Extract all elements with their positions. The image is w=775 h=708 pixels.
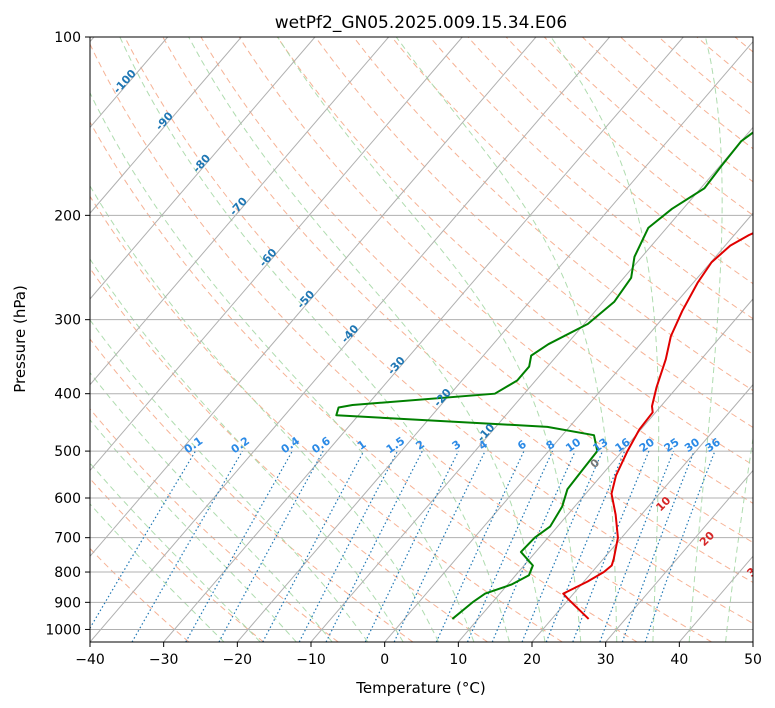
x-tick-label: 0 [380, 652, 389, 668]
dry-adiabat-line [90, 477, 264, 642]
x-tick-label: 10 [449, 652, 467, 668]
moist-adiabat-line [188, 37, 546, 642]
y-tick-label: 1000 [45, 622, 81, 638]
mixing-ratio-line [545, 450, 626, 642]
dry-adiabat-line [429, 37, 753, 320]
dry-adiabat-line [276, 37, 753, 466]
moist-adiabat-line [90, 419, 297, 642]
x-axis-label: Temperature (°C) [355, 679, 485, 697]
y-axis-label: Pressure (hPa) [11, 285, 29, 393]
dry-adiabat-line [620, 37, 753, 150]
y-tick-label: 300 [54, 313, 81, 329]
moist-adiabat-line [90, 462, 261, 642]
x-tick-label: −40 [75, 652, 105, 668]
y-axis: 100 200 300 400 500 600 700 800 900 1000 [45, 30, 90, 638]
grid-lines [90, 37, 753, 642]
dry-adiabat-line [90, 43, 712, 642]
chart-title: wetPf2_GN05.2025.009.15.34.E06 [275, 13, 567, 33]
y-tick-label: 500 [54, 444, 81, 460]
moist-adiabat-line [688, 37, 723, 642]
mixing-ratio-line [572, 450, 650, 642]
moist-adiabat-line [90, 319, 369, 642]
mixing-ratio-line [262, 450, 365, 642]
x-tick-label: 40 [670, 652, 688, 668]
isotherm-line [90, 37, 537, 558]
x-tick-label: 50 [744, 652, 762, 668]
dry-adiabat-line [543, 37, 753, 216]
dry-adiabat-line [582, 37, 753, 183]
plot-frame [89, 36, 754, 643]
mixing-ratio-line [621, 450, 695, 642]
isotherm-line [384, 212, 753, 642]
sounding-series [335, 131, 753, 620]
moist-adiabat-line [90, 258, 404, 642]
dry-adiabat-line [162, 37, 753, 584]
moist-adiabats [90, 37, 753, 642]
mixing-ratio-line [218, 450, 324, 642]
isotherm-line [236, 40, 753, 642]
dry-adiabat-line [90, 195, 563, 642]
isotherm-line [90, 37, 611, 642]
x-tick-label: 30 [597, 652, 615, 668]
mixing-ratio-line [325, 450, 423, 642]
mixing-ratio-line [491, 450, 576, 642]
x-tick-label: −30 [149, 652, 179, 668]
mixing-ratio-lines [90, 450, 716, 642]
y-tick-label: 900 [54, 595, 81, 611]
y-tick-label: 700 [54, 531, 81, 547]
isotherm-line [90, 37, 242, 214]
dry-adiabat-line [200, 37, 753, 544]
mixing-ratio-line [466, 450, 554, 642]
mixing-ratio-line [644, 450, 716, 642]
x-axis: −40 −30 −20 −10 0 10 20 30 40 50 [75, 642, 762, 668]
y-tick-label: 100 [54, 30, 81, 46]
dry-adiabat-line [124, 37, 753, 624]
isotherm-line [163, 37, 684, 642]
y-tick-label: 600 [54, 491, 81, 507]
mixing-ratio-line [185, 450, 293, 642]
isotherm-line [457, 298, 753, 642]
isotherm-line [605, 469, 753, 642]
plot-area: 0.1 0.2 0.4 0.6 1 1.5 2 3 4 6 8 10 13 16 20 25 30 36-100-… [90, 37, 764, 642]
isotherm-line [90, 37, 316, 300]
moist-adiabat-line [90, 91, 475, 642]
y-tick-label: 800 [54, 565, 81, 581]
isotherm-line [90, 37, 463, 472]
isotherm-line [90, 37, 390, 386]
mixing-ratio-line [521, 450, 604, 642]
moist-adiabat-line [119, 37, 510, 642]
moist-adiabat-label: 30 [744, 559, 764, 579]
dry-adiabat-line [353, 37, 753, 392]
moist-adiabat-line [90, 184, 439, 642]
dry-adiabat-line [391, 37, 753, 355]
y-tick-label: 400 [54, 387, 81, 403]
dry-adiabat-line [90, 121, 638, 642]
mixing-ratio-line [599, 450, 675, 642]
x-tick-label: −20 [223, 652, 253, 668]
dewpoint-profile [335, 131, 753, 620]
mixing-ratio-line [364, 450, 460, 642]
temperature-profile [562, 232, 753, 620]
dry-adiabat-line [315, 37, 753, 428]
moist-adiabat-line [550, 37, 660, 642]
moist-adiabat-line [277, 37, 582, 642]
isotherm-line [531, 383, 753, 642]
y-tick-label: 200 [54, 208, 81, 224]
x-tick-label: −10 [296, 652, 326, 668]
moist-adiabat-line [90, 371, 333, 642]
x-tick-label: 20 [523, 652, 541, 668]
moist-adiabat-line [725, 435, 753, 642]
isotherm-line [310, 126, 753, 642]
